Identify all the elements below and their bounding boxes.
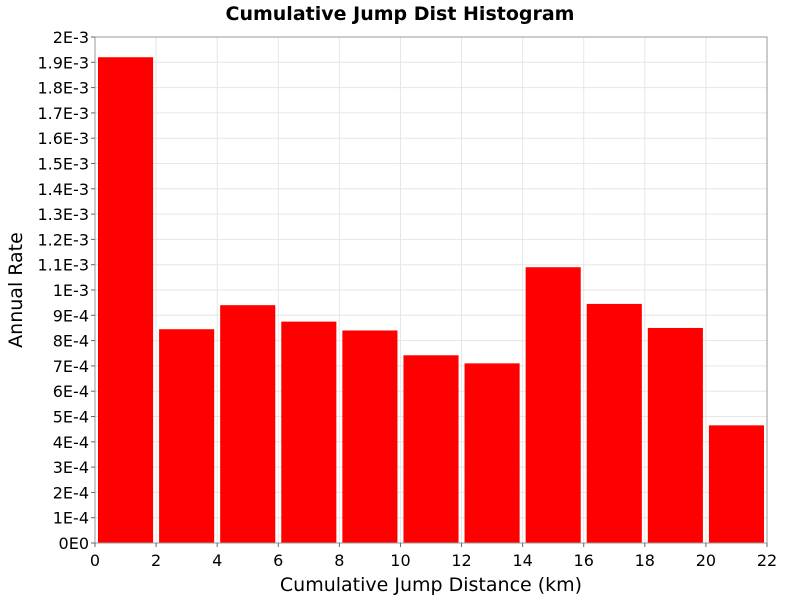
y-tick-label: 1.1E-3	[37, 256, 89, 275]
x-tick-label: 4	[212, 551, 222, 570]
x-tick-label: 2	[151, 551, 161, 570]
y-tick-label: 1.7E-3	[37, 104, 89, 123]
x-tick-label: 22	[757, 551, 777, 570]
y-tick-label: 0E0	[59, 534, 89, 553]
x-tick-label: 6	[273, 551, 283, 570]
y-tick-label: 1.9E-3	[37, 53, 89, 72]
histogram-bar	[220, 305, 276, 543]
x-tick-label: 12	[451, 551, 471, 570]
histogram-bar	[98, 57, 154, 544]
y-tick-label: 1.6E-3	[37, 129, 89, 148]
y-tick-label: 1.4E-3	[37, 180, 89, 199]
histogram-bar	[159, 329, 215, 543]
y-tick-label: 1.5E-3	[37, 155, 89, 174]
y-tick-label: 1E-3	[53, 281, 89, 300]
histogram-bar	[708, 425, 764, 543]
x-tick-label: 20	[696, 551, 716, 570]
x-tick-label: 14	[512, 551, 532, 570]
x-tick-label: 8	[334, 551, 344, 570]
y-tick-label: 1.2E-3	[37, 230, 89, 249]
y-axis-ticks: 0E0 1E-4 2E-4 3E-4 4E-4 5E-4 6E-4 7E-4 8E-4 9E-4 1…	[37, 28, 95, 553]
histogram-bar	[647, 327, 703, 543]
y-tick-label: 1.3E-3	[37, 205, 89, 224]
y-tick-label: 2E-4	[53, 483, 89, 502]
y-tick-label: 2E-3	[53, 28, 89, 47]
histogram-bar	[586, 303, 642, 543]
x-tick-label: 18	[635, 551, 655, 570]
x-axis-label: Cumulative Jump Distance (km)	[280, 574, 582, 596]
y-tick-label: 3E-4	[53, 458, 89, 477]
x-axis-ticks: 0 2 4 6 8 10 12 14 16 18 20 22	[90, 543, 777, 570]
histogram-bar	[403, 355, 459, 543]
x-tick-label: 0	[90, 551, 100, 570]
y-tick-label: 1.8E-3	[37, 79, 89, 98]
y-tick-label: 7E-4	[53, 357, 89, 376]
histogram-bar	[281, 321, 337, 543]
histogram-bar	[525, 267, 581, 543]
y-tick-label: 9E-4	[53, 306, 89, 325]
y-tick-label: 4E-4	[53, 433, 89, 452]
chart-title: Cumulative Jump Dist Histogram	[226, 3, 575, 25]
histogram-bar	[342, 330, 398, 543]
x-tick-label: 10	[390, 551, 410, 570]
x-tick-label: 16	[574, 551, 594, 570]
y-tick-label: 1E-4	[53, 509, 89, 528]
y-axis-label: Annual Rate	[5, 232, 27, 348]
y-tick-label: 6E-4	[53, 382, 89, 401]
y-tick-label: 5E-4	[53, 408, 89, 427]
bars	[98, 57, 764, 544]
histogram-bar	[464, 363, 520, 543]
y-tick-label: 8E-4	[53, 332, 89, 351]
